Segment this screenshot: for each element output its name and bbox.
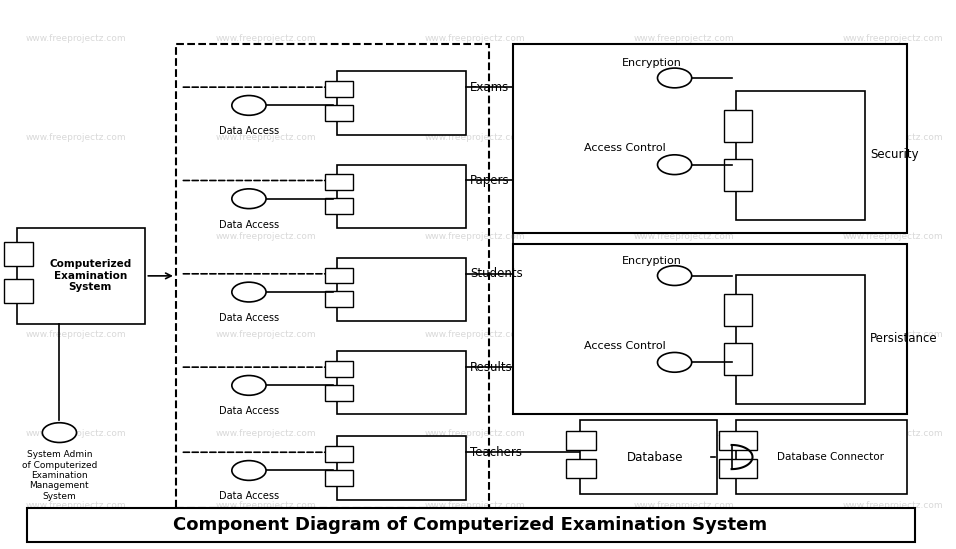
Bar — [720, 460, 757, 478]
Text: Security: Security — [870, 148, 919, 161]
Bar — [325, 198, 353, 214]
Bar — [325, 446, 353, 462]
Circle shape — [658, 68, 692, 88]
Text: www.freeprojectz.com: www.freeprojectz.com — [26, 133, 126, 142]
Text: Data Access: Data Access — [219, 406, 279, 416]
Bar — [724, 110, 751, 142]
Text: Exams: Exams — [470, 81, 510, 94]
Circle shape — [658, 155, 692, 175]
Bar — [325, 361, 353, 377]
Bar — [325, 81, 353, 97]
Circle shape — [232, 376, 266, 395]
Bar — [325, 267, 353, 283]
Text: www.freeprojectz.com: www.freeprojectz.com — [843, 232, 944, 240]
Text: www.freeprojectz.com: www.freeprojectz.com — [634, 232, 734, 240]
Bar — [579, 420, 717, 494]
Circle shape — [658, 352, 692, 372]
Bar — [176, 44, 489, 508]
Text: Data Access: Data Access — [219, 491, 279, 501]
Text: www.freeprojectz.com: www.freeprojectz.com — [216, 501, 316, 509]
Bar — [337, 165, 466, 228]
Circle shape — [232, 189, 266, 209]
Circle shape — [232, 282, 266, 302]
Bar — [736, 91, 864, 220]
Bar — [27, 508, 915, 542]
Text: www.freeprojectz.com: www.freeprojectz.com — [26, 501, 126, 509]
Bar — [513, 244, 907, 414]
Text: www.freeprojectz.com: www.freeprojectz.com — [216, 133, 316, 142]
Bar — [566, 460, 597, 478]
Text: www.freeprojectz.com: www.freeprojectz.com — [26, 330, 126, 339]
Bar — [5, 242, 33, 266]
Bar — [337, 258, 466, 321]
Circle shape — [658, 266, 692, 285]
Text: Component Diagram of Computerized Examination System: Component Diagram of Computerized Examin… — [173, 517, 768, 534]
Text: Data Access: Data Access — [219, 313, 279, 323]
Bar — [724, 159, 751, 191]
Text: Teachers: Teachers — [470, 446, 522, 459]
Bar — [17, 228, 145, 324]
Text: Students: Students — [470, 267, 523, 281]
Text: www.freeprojectz.com: www.freeprojectz.com — [843, 34, 944, 43]
Text: Database: Database — [627, 451, 684, 463]
Bar — [337, 71, 466, 135]
Text: www.freeprojectz.com: www.freeprojectz.com — [424, 501, 526, 509]
Circle shape — [232, 461, 266, 480]
Bar — [724, 294, 751, 326]
Text: www.freeprojectz.com: www.freeprojectz.com — [843, 501, 944, 509]
Bar — [5, 279, 33, 303]
Text: Data Access: Data Access — [219, 220, 279, 229]
Bar — [724, 343, 751, 375]
Text: www.freeprojectz.com: www.freeprojectz.com — [424, 232, 526, 240]
Text: Computerized
Examination
System: Computerized Examination System — [49, 259, 131, 293]
Text: www.freeprojectz.com: www.freeprojectz.com — [634, 501, 734, 509]
Bar — [736, 274, 864, 404]
Text: Access Control: Access Control — [584, 341, 666, 351]
Bar — [566, 431, 597, 450]
Text: www.freeprojectz.com: www.freeprojectz.com — [26, 429, 126, 438]
Text: www.freeprojectz.com: www.freeprojectz.com — [216, 232, 316, 240]
Bar — [325, 292, 353, 307]
Text: www.freeprojectz.com: www.freeprojectz.com — [424, 429, 526, 438]
Text: Data Access: Data Access — [219, 126, 279, 136]
Bar — [325, 105, 353, 121]
Text: www.freeprojectz.com: www.freeprojectz.com — [634, 133, 734, 142]
Text: www.freeprojectz.com: www.freeprojectz.com — [216, 330, 316, 339]
Text: www.freeprojectz.com: www.freeprojectz.com — [424, 330, 526, 339]
Text: www.freeprojectz.com: www.freeprojectz.com — [634, 429, 734, 438]
Text: www.freeprojectz.com: www.freeprojectz.com — [634, 330, 734, 339]
Text: www.freeprojectz.com: www.freeprojectz.com — [843, 133, 944, 142]
Text: www.freeprojectz.com: www.freeprojectz.com — [843, 330, 944, 339]
Bar — [325, 385, 353, 401]
Text: Database Connector: Database Connector — [777, 452, 884, 462]
Bar — [736, 420, 907, 494]
Text: www.freeprojectz.com: www.freeprojectz.com — [26, 34, 126, 43]
Text: www.freeprojectz.com: www.freeprojectz.com — [424, 133, 526, 142]
Text: www.freeprojectz.com: www.freeprojectz.com — [424, 34, 526, 43]
Text: Access Control: Access Control — [584, 143, 666, 153]
Circle shape — [232, 96, 266, 115]
Bar — [337, 351, 466, 414]
Text: Results: Results — [470, 361, 513, 374]
Circle shape — [42, 423, 76, 442]
Bar — [513, 44, 907, 233]
Bar — [325, 470, 353, 486]
Text: Papers: Papers — [470, 174, 510, 187]
Text: www.freeprojectz.com: www.freeprojectz.com — [26, 232, 126, 240]
Bar — [720, 431, 757, 450]
Text: www.freeprojectz.com: www.freeprojectz.com — [634, 34, 734, 43]
Bar — [325, 174, 353, 190]
Text: www.freeprojectz.com: www.freeprojectz.com — [216, 34, 316, 43]
Text: Persistance: Persistance — [870, 332, 938, 345]
Text: Encryption: Encryption — [622, 256, 683, 266]
Text: Encryption: Encryption — [622, 58, 683, 68]
Text: www.freeprojectz.com: www.freeprojectz.com — [216, 429, 316, 438]
Text: System Admin
of Computerized
Examination
Management
System: System Admin of Computerized Examination… — [22, 450, 98, 501]
Bar — [337, 436, 466, 500]
Text: www.freeprojectz.com: www.freeprojectz.com — [843, 429, 944, 438]
